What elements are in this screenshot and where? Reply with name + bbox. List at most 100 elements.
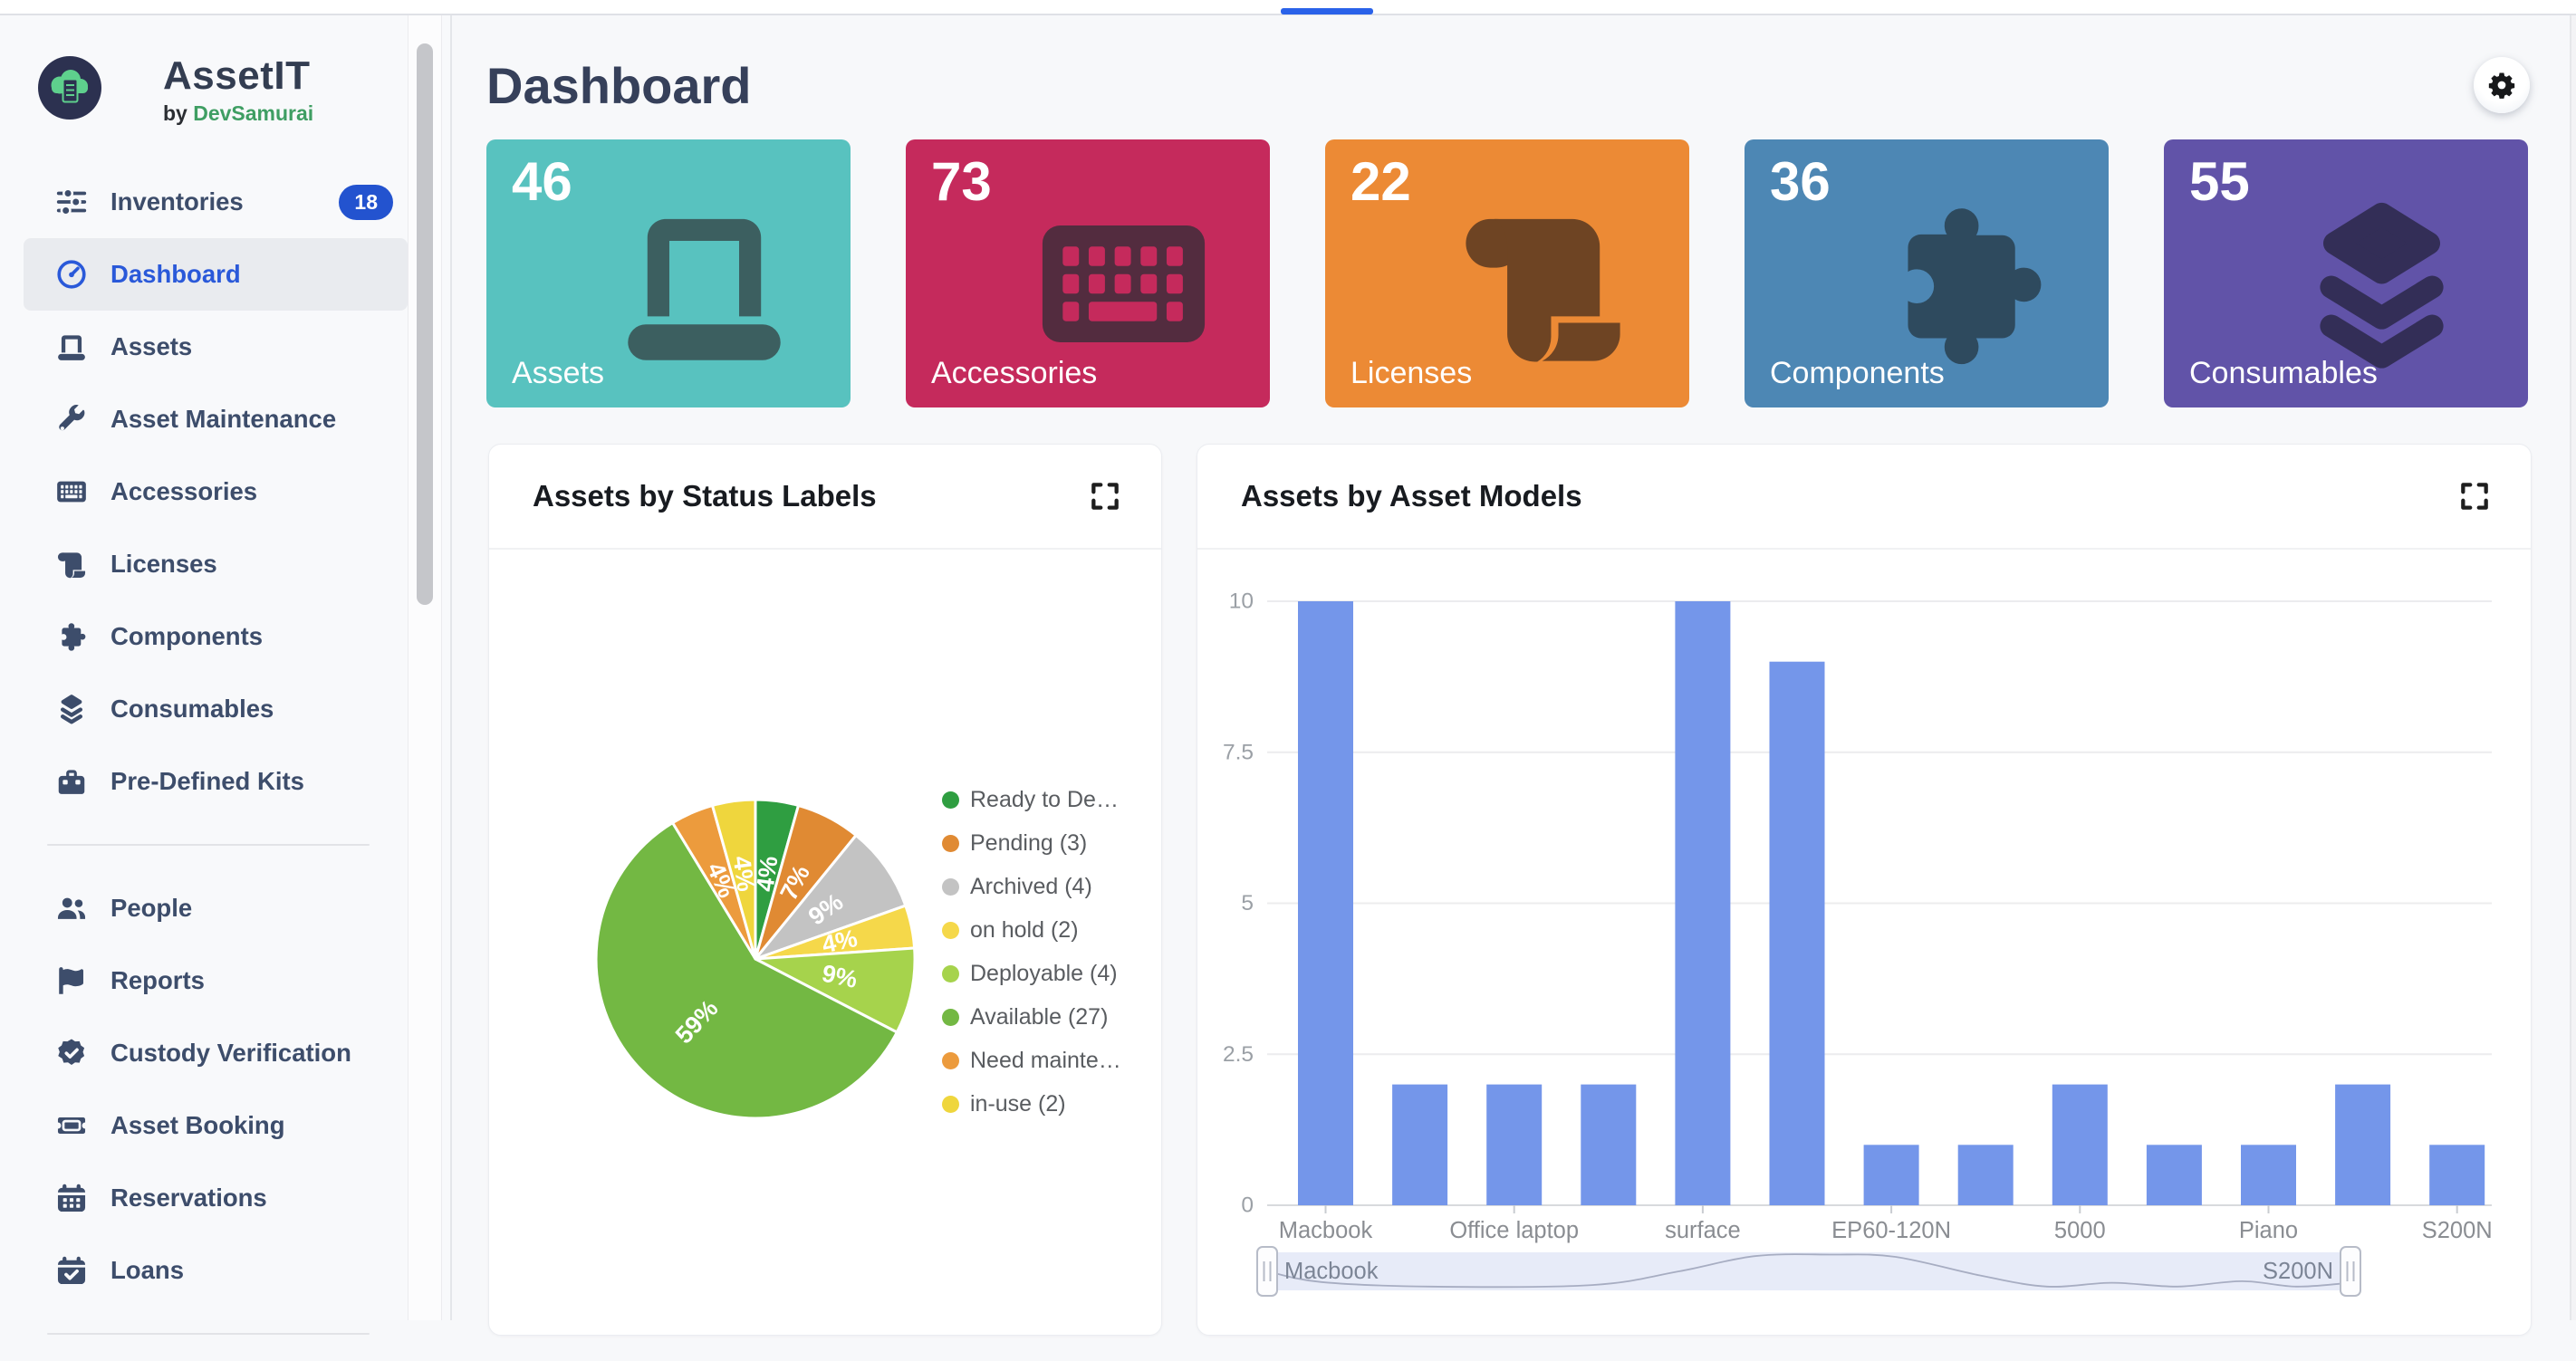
legend-label: Need mainte… <box>970 1047 1121 1073</box>
legend-label: Pending (3) <box>970 829 1088 856</box>
inventories-count-badge: 18 <box>339 184 393 220</box>
toolbox-icon <box>54 764 89 799</box>
sidebar-item-reservations[interactable]: Reservations <box>24 1162 408 1234</box>
bar-6[interactable] <box>1863 1145 1919 1205</box>
panel-header: Assets by Status Labels <box>489 445 1161 550</box>
panel-assets-by-model: Assets by Asset Models 0 2.5 5 7.5 10 Macbook… <box>1197 444 2532 1336</box>
bar-2[interactable] <box>1486 1084 1543 1205</box>
legend-item-ready-to-de[interactable]: Ready to De… <box>942 778 1121 821</box>
x-axis-tick-label: Office laptop <box>1449 1218 1579 1243</box>
stat-card-value: 55 <box>2189 151 2250 212</box>
sidebar-divider <box>47 844 370 846</box>
x-axis-tick-label: EP60-120N <box>1831 1218 1951 1243</box>
stat-card-label: Consumables <box>2189 356 2378 390</box>
y-axis-tick-label: 10 <box>1229 589 1254 614</box>
x-axis-tick-label: Macbook <box>1279 1218 1373 1243</box>
pie-slice-deployable-4[interactable] <box>754 946 917 1034</box>
datazoom-end-label: S200N <box>2263 1259 2333 1284</box>
legend-item-on-hold-2[interactable]: on hold (2) <box>942 908 1121 952</box>
bar-12[interactable] <box>2429 1145 2485 1205</box>
pie-slice-archived-4[interactable] <box>754 834 908 961</box>
stat-card-components[interactable]: 36 Components <box>1745 139 2109 407</box>
gauge-icon <box>54 257 89 292</box>
pie-legend: Ready to De… Pending (3) Archived (4) on ho… <box>942 778 1121 1126</box>
pie-slice-in-use-2[interactable] <box>711 798 757 961</box>
datazoom-handle-left[interactable] <box>1256 1246 1278 1297</box>
laptop-icon <box>54 330 89 364</box>
bar-0[interactable] <box>1298 601 1353 1205</box>
datazoom-handle-right[interactable] <box>2340 1246 2361 1297</box>
bar-9[interactable] <box>2146 1145 2202 1205</box>
sidebar-scrollbar-thumb[interactable] <box>417 43 433 605</box>
sidebar-item-consumables[interactable]: Consumables <box>24 673 408 745</box>
legend-label: in-use (2) <box>970 1090 1066 1117</box>
page-scrollbar[interactable] <box>2570 15 2576 1320</box>
stat-card-consumables[interactable]: 55 Consumables <box>2164 139 2528 407</box>
legend-item-in-use-2[interactable]: in-use (2) <box>942 1082 1121 1126</box>
settings-button[interactable] <box>2474 57 2530 113</box>
sidebar-item-accessories[interactable]: Accessories <box>24 455 408 528</box>
stat-card-licenses[interactable]: 22 Licenses <box>1325 139 1689 407</box>
top-progress-indicator <box>1281 8 1373 14</box>
puzzle-icon <box>54 619 89 654</box>
app-name: AssetIT <box>163 53 311 98</box>
sidebar-item-label: People <box>111 894 193 922</box>
panel-header: Assets by Asset Models <box>1197 445 2531 550</box>
sidebar-item-label: Loans <box>111 1256 184 1284</box>
sliders-icon <box>54 185 89 219</box>
pie-slice-available-27[interactable] <box>594 821 899 1120</box>
sidebar-item-label: Licenses <box>111 550 217 578</box>
sidebar-item-asset-booking[interactable]: Asset Booking <box>24 1089 408 1162</box>
bar-5[interactable] <box>1769 661 1825 1205</box>
legend-label: Deployable (4) <box>970 960 1118 986</box>
bar-10[interactable] <box>2241 1145 2296 1205</box>
sidebar-item-loans[interactable]: Loans <box>24 1234 408 1307</box>
calendar-check-icon <box>54 1253 89 1288</box>
bar-chart-svg: 0 2.5 5 7.5 10 Macbook Office laptop surface EP6… <box>1223 589 2493 1297</box>
legend-item-archived-4[interactable]: Archived (4) <box>942 865 1121 908</box>
bar-8[interactable] <box>2052 1084 2108 1205</box>
stat-card-assets[interactable]: 46 Assets <box>486 139 851 407</box>
datazoom-track[interactable] <box>1267 1252 2350 1290</box>
expand-button[interactable] <box>1085 476 1125 516</box>
stat-card-label: Components <box>1770 356 1945 390</box>
y-axis-tick-label: 2.5 <box>1223 1042 1254 1067</box>
legend-item-available-27[interactable]: Available (27) <box>942 995 1121 1039</box>
sidebar-item-inventories[interactable]: Inventories 18 <box>24 166 408 238</box>
bar-7[interactable] <box>1957 1145 2014 1205</box>
sidebar-item-people[interactable]: People <box>24 872 408 944</box>
sidebar-item-label: Consumables <box>111 695 274 723</box>
sidebar-item-asset-maintenance[interactable]: Asset Maintenance <box>24 383 408 455</box>
gear-icon <box>2488 72 2515 99</box>
stat-card-value: 22 <box>1350 151 1411 212</box>
bar-4[interactable] <box>1675 601 1731 1205</box>
expand-button[interactable] <box>2455 476 2494 516</box>
bar-11[interactable] <box>2335 1084 2391 1205</box>
sidebar-item-dashboard[interactable]: Dashboard <box>24 238 408 311</box>
bar-3[interactable] <box>1581 1084 1637 1205</box>
sidebar-item-components[interactable]: Components <box>24 600 408 673</box>
layers-icon <box>54 692 89 726</box>
sidebar-item-label: Accessories <box>111 477 258 505</box>
stat-card-accessories[interactable]: 73 Accessories <box>906 139 1270 407</box>
scroll-icon <box>54 547 89 581</box>
stat-card-label: Assets <box>512 356 605 390</box>
stat-card-value: 73 <box>931 151 992 212</box>
app-logo-row[interactable]: AssetIT by DevSamurai <box>36 54 313 126</box>
app-byline: by DevSamurai <box>163 101 313 126</box>
sidebar-item-reports[interactable]: Reports <box>24 944 408 1017</box>
sidebar-item-custody-verification[interactable]: Custody Verification <box>24 1017 408 1089</box>
assetit-logo-icon <box>36 54 103 121</box>
legend-dot <box>942 1095 959 1113</box>
sidebar-item-assets[interactable]: Assets <box>24 311 408 383</box>
bar-chart-area: 0 2.5 5 7.5 10 Macbook Office laptop surface EP6… <box>1197 550 2531 1337</box>
legend-item-deployable-4[interactable]: Deployable (4) <box>942 952 1121 995</box>
sidebar-item-pre-defined-kits[interactable]: Pre-Defined Kits <box>24 745 408 818</box>
bar-1[interactable] <box>1392 1084 1448 1205</box>
sidebar-item-licenses[interactable]: Licenses <box>24 528 408 600</box>
sidebar: AssetIT by DevSamurai Inventories 18 Dashb… <box>0 15 452 1335</box>
legend-item-pending-3[interactable]: Pending (3) <box>942 821 1121 865</box>
legend-item-need-mainte[interactable]: Need mainte… <box>942 1039 1121 1082</box>
sidebar-scrollbar-track[interactable] <box>408 15 442 1320</box>
expand-icon <box>1091 483 1119 510</box>
